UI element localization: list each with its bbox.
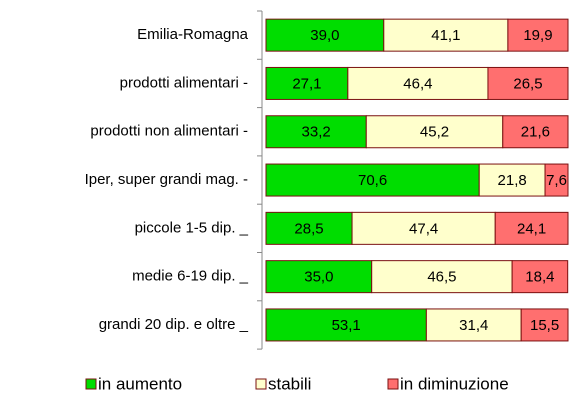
bar-segment — [365, 115, 504, 149]
category-label: piccole 1-5 dip. _ — [135, 219, 249, 236]
value-label: 33,2 — [302, 124, 331, 141]
bar-segment — [265, 115, 367, 149]
value-label: 45,2 — [420, 124, 449, 141]
category-label: medie 6-19 dip. _ — [132, 268, 249, 285]
bar-segment — [520, 308, 569, 342]
value-label: 18,4 — [525, 269, 554, 286]
value-label: 70,6 — [358, 172, 387, 189]
category-label: Iper, super grandi mag. - — [85, 171, 248, 188]
value-label: 35,0 — [304, 269, 333, 286]
value-label: 31,4 — [459, 317, 488, 334]
value-label: 46,4 — [403, 75, 432, 92]
legend-swatch — [85, 378, 97, 390]
bar-segment — [478, 163, 546, 197]
value-label: 53,1 — [332, 317, 361, 334]
category-label: Emilia-Romagna — [137, 26, 249, 43]
bar-segment — [383, 18, 509, 52]
legend-swatch — [387, 378, 399, 390]
value-label: 27,1 — [292, 75, 321, 92]
value-label: 19,9 — [523, 27, 552, 44]
value-label: 47,4 — [409, 220, 438, 237]
bar-segment — [494, 211, 569, 245]
value-label: 24,1 — [517, 220, 546, 237]
value-label: 28,5 — [294, 220, 323, 237]
bar-segment — [544, 163, 569, 197]
bar-segment — [265, 308, 427, 342]
bar-segment — [511, 260, 569, 294]
value-label: 39,0 — [310, 27, 339, 44]
bar-segment — [265, 66, 349, 100]
category-label: prodotti alimentari - — [120, 74, 248, 91]
bar-segment — [265, 260, 373, 294]
value-label: 15,5 — [530, 317, 559, 334]
category-label: prodotti non alimentari - — [90, 123, 248, 140]
bar-segment — [371, 260, 513, 294]
value-label: 21,8 — [498, 172, 527, 189]
value-label: 7,6 — [546, 172, 567, 189]
value-label: 41,1 — [431, 27, 460, 44]
bar-segment — [487, 66, 569, 100]
legend-label: in diminuzione — [400, 374, 509, 393]
category-label: grandi 20 dip. e oltre _ — [99, 316, 249, 333]
bar-segment — [265, 163, 480, 197]
legend-label: stabili — [268, 374, 311, 393]
bar-segment — [502, 115, 569, 149]
bar-segment — [507, 18, 569, 52]
value-label: 21,6 — [521, 124, 550, 141]
bar-segment — [351, 211, 496, 245]
bar-segment — [347, 66, 489, 100]
value-label: 26,5 — [513, 75, 542, 92]
legend-label: in aumento — [98, 374, 182, 393]
legend-swatch — [255, 378, 267, 390]
value-label: 46,5 — [427, 269, 456, 286]
